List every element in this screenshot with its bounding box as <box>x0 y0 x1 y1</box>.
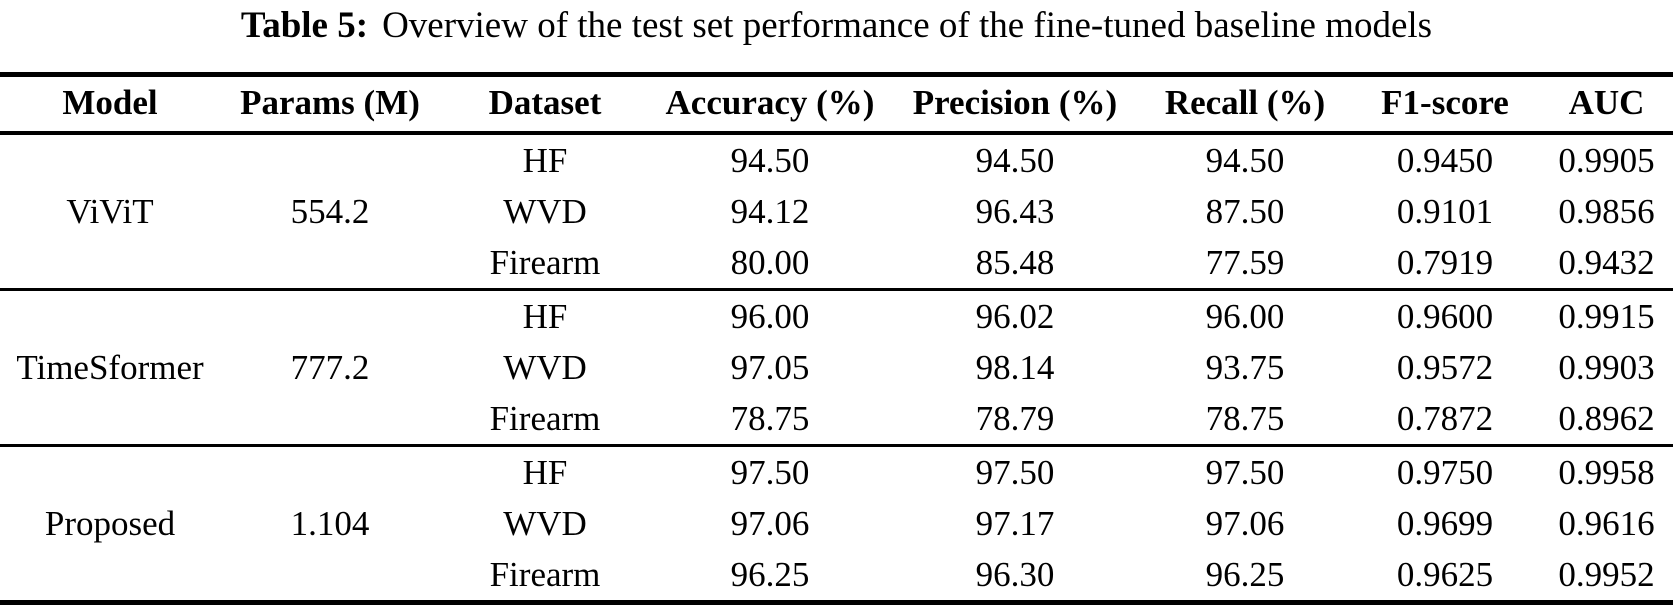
dataset-cell: HF <box>522 296 568 336</box>
col-header-params: Params (M) <box>220 74 440 135</box>
dataset-cell: Firearm <box>489 242 601 282</box>
accuracy-cell: 80.00 <box>730 242 810 282</box>
f1-cell: 0.9699 <box>1396 503 1494 543</box>
table-caption-number: Table 5: <box>240 5 369 46</box>
precision-cell: 97.50 <box>975 452 1055 492</box>
auc-cell: 0.9616 <box>1558 503 1655 543</box>
recall-cell: 78.75 <box>1205 398 1285 438</box>
recall-cell: 96.25 <box>1205 554 1285 594</box>
col-header-recall: Recall (%) <box>1140 74 1350 135</box>
table-row: WVD 97.05 98.14 93.75 0.9572 0.9903 <box>0 342 1673 393</box>
params-value: 777.2 <box>290 347 370 387</box>
table-caption: Table 5: Overview of the test set perform… <box>0 0 1673 49</box>
model-name: TimeSformer <box>16 347 204 387</box>
accuracy-cell: 97.06 <box>730 503 810 543</box>
auc-cell: 0.9432 <box>1558 242 1655 282</box>
header-row: Model Params (M) Dataset Accuracy (%) Pr… <box>0 74 1673 135</box>
f1-cell: 0.7872 <box>1396 398 1494 438</box>
recall-cell: 96.00 <box>1205 296 1285 336</box>
col-header-auc: AUC <box>1540 74 1673 135</box>
recall-cell: 97.50 <box>1205 452 1285 492</box>
f1-cell: 0.9101 <box>1396 191 1494 231</box>
precision-cell: 78.79 <box>975 398 1055 438</box>
auc-cell: 0.9958 <box>1558 452 1655 492</box>
auc-cell: 0.9952 <box>1558 554 1655 594</box>
results-table: Model Params (M) Dataset Accuracy (%) Pr… <box>0 72 1673 605</box>
f1-cell: 0.9750 <box>1396 452 1494 492</box>
table-header: Model Params (M) Dataset Accuracy (%) Pr… <box>0 74 1673 135</box>
dataset-cell: Firearm <box>489 398 601 438</box>
auc-cell: 0.9903 <box>1558 347 1655 387</box>
table-row: TimeSformer 777.2 HF 96.00 96.02 96.00 0… <box>0 290 1673 387</box>
auc-cell: 0.8962 <box>1558 398 1655 438</box>
accuracy-cell: 94.12 <box>730 191 810 231</box>
f1-cell: 0.9572 <box>1396 347 1494 387</box>
recall-cell: 93.75 <box>1205 347 1285 387</box>
accuracy-cell: 97.50 <box>730 452 810 492</box>
table-row: WVD 94.12 96.43 87.50 0.9101 0.9856 <box>0 186 1673 237</box>
auc-cell: 0.9905 <box>1558 140 1655 180</box>
recall-cell: 87.50 <box>1205 191 1285 231</box>
model-group-vivit: ViViT 554.2 HF 94.50 94.50 94.50 0.9450 … <box>0 133 1673 290</box>
precision-cell: 96.30 <box>975 554 1055 594</box>
model-name: Proposed <box>44 503 176 543</box>
precision-cell: 96.02 <box>975 296 1055 336</box>
f1-cell: 0.7919 <box>1396 242 1494 282</box>
accuracy-cell: 96.25 <box>730 554 810 594</box>
dataset-cell: WVD <box>503 191 587 231</box>
dataset-cell: HF <box>522 452 568 492</box>
dataset-cell: WVD <box>503 347 587 387</box>
f1-cell: 0.9625 <box>1396 554 1494 594</box>
auc-cell: 0.9915 <box>1558 296 1655 336</box>
params-value: 554.2 <box>290 191 370 231</box>
dataset-cell: HF <box>522 140 568 180</box>
dataset-cell: Firearm <box>489 554 601 594</box>
col-header-accuracy: Accuracy (%) <box>650 74 890 135</box>
model-name: ViViT <box>66 191 154 231</box>
accuracy-cell: 96.00 <box>730 296 810 336</box>
dataset-cell: WVD <box>503 503 587 543</box>
accuracy-cell: 97.05 <box>730 347 810 387</box>
model-group-proposed: Proposed 1.104 HF 97.50 97.50 97.50 0.97… <box>0 446 1673 603</box>
recall-cell: 94.50 <box>1205 140 1285 180</box>
model-group-timesformer: TimeSformer 777.2 HF 96.00 96.02 96.00 0… <box>0 290 1673 446</box>
table-row: WVD 97.06 97.17 97.06 0.9699 0.9616 <box>0 498 1673 549</box>
f1-cell: 0.9600 <box>1396 296 1494 336</box>
auc-cell: 0.9856 <box>1558 191 1655 231</box>
precision-cell: 96.43 <box>975 191 1055 231</box>
table-row: Firearm 80.00 85.48 77.59 0.7919 0.9432 <box>0 237 1673 290</box>
table-row: Firearm 78.75 78.79 78.75 0.7872 0.8962 <box>0 393 1673 446</box>
table-row: Firearm 96.25 96.30 96.25 0.9625 0.9952 <box>0 549 1673 603</box>
precision-cell: 85.48 <box>975 242 1055 282</box>
precision-cell: 98.14 <box>975 347 1055 387</box>
params-value: 1.104 <box>290 503 370 543</box>
col-header-precision: Precision (%) <box>890 74 1140 135</box>
accuracy-cell: 78.75 <box>730 398 810 438</box>
precision-cell: 94.50 <box>975 140 1055 180</box>
precision-cell: 97.17 <box>975 503 1055 543</box>
col-header-model: Model <box>0 74 220 135</box>
f1-cell: 0.9450 <box>1396 140 1494 180</box>
table-row: Proposed 1.104 HF 97.50 97.50 97.50 0.97… <box>0 446 1673 543</box>
table-row: ViViT 554.2 HF 94.50 94.50 94.50 0.9450 … <box>0 133 1673 231</box>
recall-cell: 97.06 <box>1205 503 1285 543</box>
accuracy-cell: 94.50 <box>730 140 810 180</box>
table-caption-text: Overview of the test set performance of … <box>382 5 1433 46</box>
col-header-f1: F1-score <box>1350 74 1540 135</box>
recall-cell: 77.59 <box>1205 242 1285 282</box>
col-header-dataset: Dataset <box>440 74 650 135</box>
